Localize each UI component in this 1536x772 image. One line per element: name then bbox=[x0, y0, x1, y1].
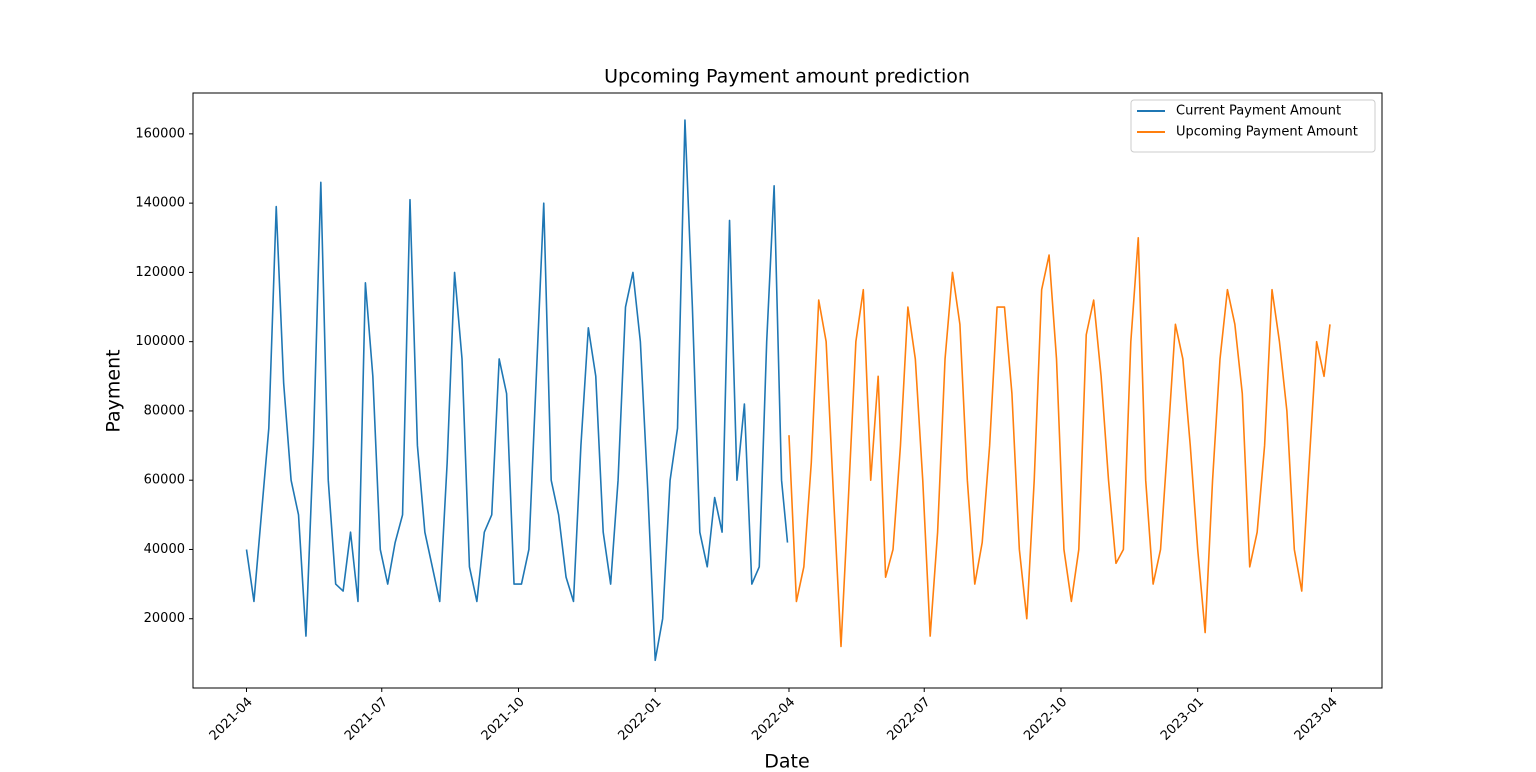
y-tick-label: 80000 bbox=[144, 403, 185, 418]
legend-label: Current Payment Amount bbox=[1176, 104, 1341, 119]
y-tick-label: 120000 bbox=[135, 265, 185, 280]
y-tick-label: 140000 bbox=[135, 196, 185, 211]
legend-label: Upcoming Payment Amount bbox=[1176, 125, 1358, 140]
legend-box bbox=[1130, 99, 1376, 153]
y-tick-label: 40000 bbox=[144, 542, 185, 557]
y-tick-label: 20000 bbox=[144, 611, 185, 626]
y-tick-label: 160000 bbox=[135, 126, 185, 141]
data-line bbox=[245, 119, 789, 662]
y-tick-label: 60000 bbox=[144, 473, 185, 488]
y-axis-label: Payment bbox=[103, 349, 125, 432]
chart-title: Upcoming Payment amount prediction bbox=[604, 66, 970, 88]
data-line bbox=[788, 236, 1331, 648]
legend: Current Payment Amount Upcoming Payment A… bbox=[1130, 99, 1376, 153]
y-tick-label: 100000 bbox=[135, 334, 185, 349]
x-axis-label: Date bbox=[764, 751, 809, 772]
plot-frame bbox=[192, 92, 1383, 689]
